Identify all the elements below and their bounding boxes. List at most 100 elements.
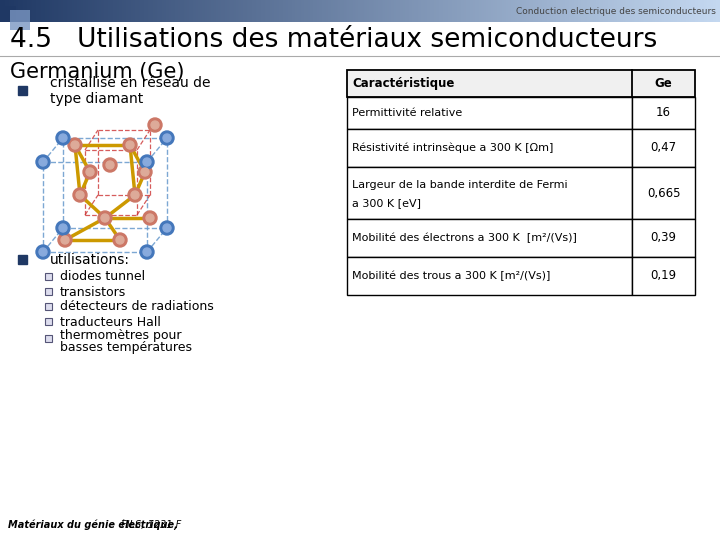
Bar [20, 0, 22, 22]
Bar [302, 0, 305, 22]
Text: Germanium (Ge): Germanium (Ge) [10, 62, 184, 82]
Bar [504, 0, 507, 22]
Bar [18, 0, 21, 22]
Circle shape [113, 233, 127, 247]
Bar [666, 0, 669, 22]
Bar [428, 0, 431, 22]
Text: a 300 K [eV]: a 300 K [eV] [352, 198, 421, 208]
Bar [433, 0, 436, 22]
Bar [709, 0, 712, 22]
Bar [107, 0, 109, 22]
Bar [346, 0, 348, 22]
Text: 0,19: 0,19 [650, 269, 677, 282]
Bar [419, 0, 422, 22]
Bar [577, 0, 580, 22]
Bar [517, 0, 519, 22]
Bar [263, 0, 266, 22]
Bar [140, 0, 143, 22]
Bar [563, 0, 566, 22]
Bar [464, 0, 467, 22]
Bar [50, 0, 53, 22]
Bar [369, 0, 372, 22]
Bar [695, 0, 698, 22]
Text: Conduction electrique des semiconducteurs: Conduction electrique des semiconducteur… [516, 6, 716, 16]
Bar [441, 0, 444, 22]
Bar [529, 0, 532, 22]
Bar [212, 0, 215, 22]
Bar [356, 0, 359, 22]
Bar [662, 0, 665, 22]
Bar [130, 0, 132, 22]
Text: utilisations:: utilisations: [50, 253, 130, 267]
Bar [187, 0, 190, 22]
Bar [274, 0, 276, 22]
Bar [22, 0, 24, 22]
Bar [511, 0, 514, 22]
Bar [359, 0, 361, 22]
Bar [54, 0, 57, 22]
Bar [95, 0, 98, 22]
Bar [523, 0, 526, 22]
Bar [179, 0, 181, 22]
Bar [61, 0, 64, 22]
Bar [697, 0, 699, 22]
Bar [86, 0, 89, 22]
Bar [315, 0, 318, 22]
Bar [258, 0, 260, 22]
Circle shape [143, 211, 157, 225]
Bar [431, 0, 433, 22]
Bar [540, 0, 543, 22]
Bar [283, 0, 285, 22]
Circle shape [39, 248, 47, 256]
Bar [142, 0, 145, 22]
Bar [623, 0, 626, 22]
Bar [16, 0, 19, 22]
Bar [198, 0, 201, 22]
Bar [587, 0, 590, 22]
Bar [546, 0, 548, 22]
Bar [81, 0, 84, 22]
Bar [637, 0, 640, 22]
Bar [191, 0, 194, 22]
Bar [409, 0, 411, 22]
Bar [387, 0, 390, 22]
Bar [373, 0, 375, 22]
Circle shape [131, 191, 139, 199]
Text: 16: 16 [656, 106, 671, 119]
Bar [690, 0, 692, 22]
Bar [288, 0, 291, 22]
Circle shape [106, 161, 114, 169]
Bar [639, 0, 642, 22]
Bar [73, 0, 76, 22]
Bar [13, 0, 15, 22]
Bar [181, 0, 184, 22]
Bar [533, 0, 536, 22]
Bar [186, 0, 188, 22]
Bar [648, 0, 651, 22]
Bar [711, 0, 714, 22]
Bar [340, 0, 343, 22]
Bar [53, 0, 55, 22]
Bar [405, 0, 408, 22]
Bar [576, 0, 579, 22]
Bar [446, 0, 449, 22]
Bar [601, 0, 604, 22]
Bar [632, 0, 634, 22]
Bar [32, 0, 35, 22]
Bar [445, 0, 447, 22]
Bar [104, 0, 107, 22]
Bar [45, 318, 52, 325]
Bar [207, 0, 210, 22]
Bar [122, 0, 125, 22]
Bar [47, 0, 50, 22]
Bar [167, 0, 170, 22]
Bar [396, 0, 399, 22]
Bar [193, 0, 195, 22]
Bar [202, 0, 204, 22]
Bar [691, 0, 694, 22]
Bar [472, 0, 474, 22]
Bar [265, 0, 267, 22]
Bar [333, 0, 336, 22]
Circle shape [123, 138, 137, 152]
Bar [475, 0, 478, 22]
